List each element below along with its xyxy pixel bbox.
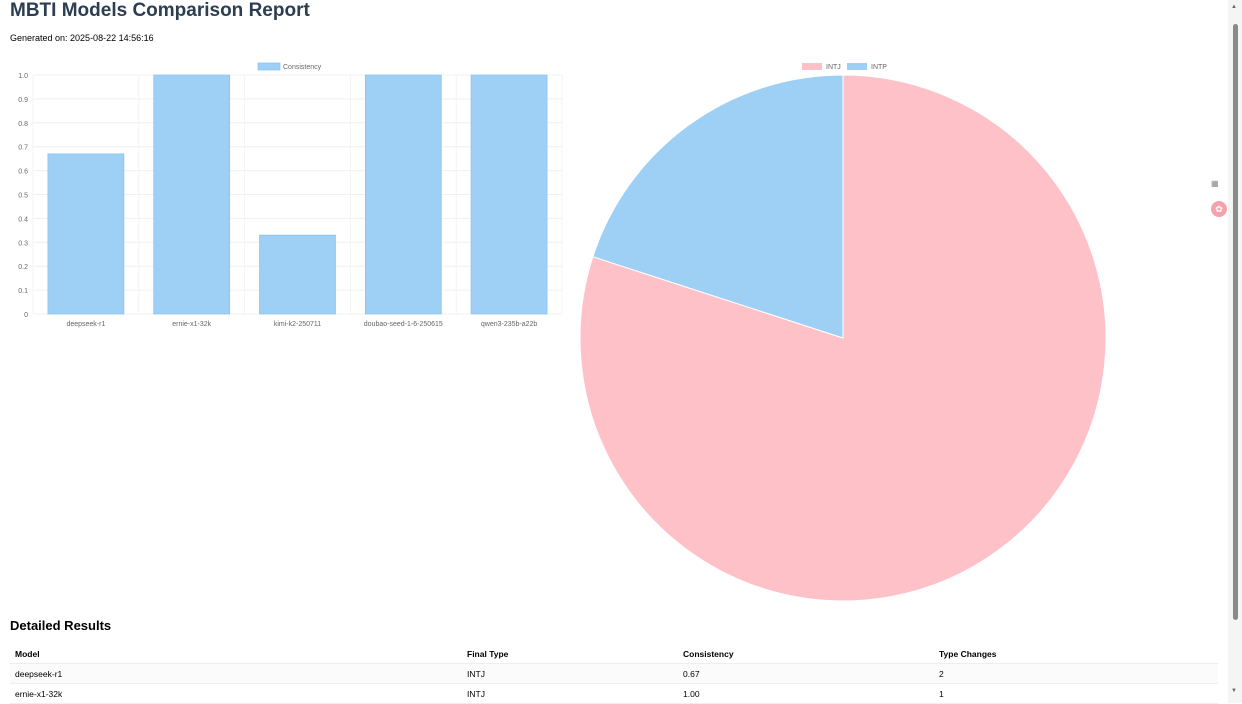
x-tick-label: doubao-seed-1-6-250615 <box>364 321 443 328</box>
legend-swatch-consistency <box>257 62 281 71</box>
cell-final-type: INTJ <box>462 663 678 684</box>
y-tick-label: 0.4 <box>18 216 28 223</box>
cell-model: deepseek-r1 <box>10 663 462 684</box>
y-tick-label: 0.6 <box>18 169 28 176</box>
x-tick-label: kimi-k2-250711 <box>274 321 321 328</box>
legend-label-INTP: INTP <box>871 64 887 71</box>
column-header-type-changes: Type Changes <box>934 645 1218 664</box>
vertical-scrollbar[interactable]: ▲ ▼ <box>1228 0 1242 703</box>
generated-timestamp: Generated on: 2025-08-22 14:56:16 <box>10 33 154 43</box>
legend-swatch-INTP <box>847 63 867 70</box>
cell-consistency: 1.00 <box>678 683 934 704</box>
table-header-row: Model Final Type Consistency Type Change… <box>10 645 1218 664</box>
results-table: Model Final Type Consistency Type Change… <box>10 645 1218 704</box>
legend-swatch-INTJ <box>802 63 822 70</box>
scroll-up-icon[interactable]: ▲ <box>1231 4 1237 10</box>
assistant-icon[interactable]: ✿ <box>1211 201 1227 217</box>
x-tick-label: qwen3-235b-a22b <box>481 321 538 328</box>
table-row: deepseek-r1 INTJ 0.67 2 <box>10 663 1218 684</box>
pie-slice-INTP <box>592 74 844 339</box>
type-distribution-pie-chart: INTJ INTP <box>579 63 1107 602</box>
y-tick-label: 0.8 <box>18 121 28 128</box>
cell-model: ernie-x1-32k <box>10 683 462 704</box>
page-title: MBTI Models Comparison Report <box>10 0 310 21</box>
y-tick-label: 0.5 <box>18 193 28 200</box>
legend-label-INTJ: INTJ <box>826 64 841 71</box>
legend-label-consistency: Consistency <box>283 64 322 71</box>
y-tick-label: 0 <box>24 312 28 319</box>
column-header-consistency: Consistency <box>678 645 934 664</box>
scrollbar-thumb[interactable] <box>1233 24 1238 620</box>
detailed-results-heading: Detailed Results <box>10 618 112 633</box>
y-tick-label: 0.1 <box>18 288 28 295</box>
cell-final-type: INTJ <box>462 683 678 704</box>
bar-qwen3-235b-a22b <box>470 74 548 315</box>
y-tick-label: 0.9 <box>18 97 28 104</box>
x-tick-label: ernie-x1-32k <box>172 321 211 328</box>
column-header-model: Model <box>10 645 462 664</box>
consistency-bar-chart: 0 0.1 0.2 0.3 0.4 0.5 0.6 0.7 0.8 0.9 1.0 deepseek-… <box>18 62 563 328</box>
cell-type-changes: 1 <box>934 683 1218 704</box>
table-row: ernie-x1-32k INTJ 1.00 1 <box>10 683 1218 704</box>
y-tick-label: 0.2 <box>18 264 28 271</box>
bar-kimi-k2-250711 <box>259 234 336 315</box>
qr-code-icon[interactable]: ▦ <box>1211 179 1219 188</box>
cell-consistency: 0.67 <box>678 663 934 684</box>
bar-deepseek-r1 <box>47 153 125 315</box>
pie-slice-INTJ <box>579 74 1107 602</box>
y-tick-label: 0.7 <box>18 145 28 152</box>
scroll-down-icon[interactable]: ▼ <box>1231 688 1237 694</box>
cell-type-changes: 2 <box>934 663 1218 684</box>
y-tick-label: 1.0 <box>18 73 28 80</box>
column-header-final-type: Final Type <box>462 645 678 664</box>
y-tick-label: 0.3 <box>18 240 28 247</box>
bar-doubao-seed-1-6-250615 <box>364 74 442 315</box>
x-tick-label: deepseek-r1 <box>66 321 105 328</box>
bar-ernie-x1-32k <box>153 74 231 315</box>
